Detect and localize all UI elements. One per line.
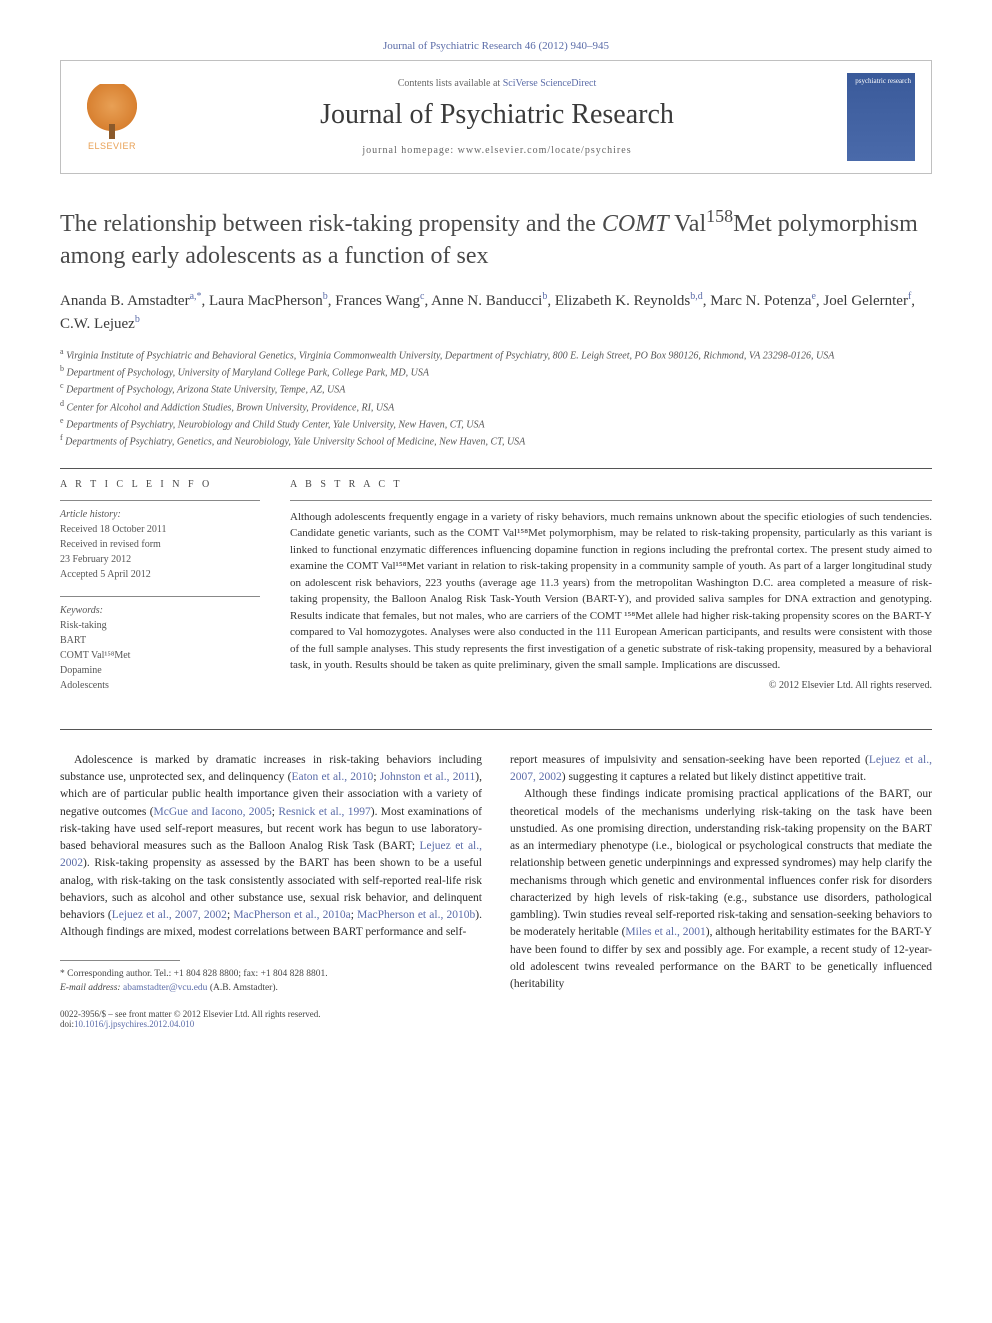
info-abstract-row: A R T I C L E I N F O Article history: R… [60,479,932,707]
footnotes: * Corresponding author. Tel.: +1 804 828… [60,967,482,996]
corresponding-author: * Corresponding author. Tel.: +1 804 828… [60,967,482,981]
article-info-heading: A R T I C L E I N F O [60,479,260,490]
masthead-center: Contents lists available at SciVerse Sci… [163,78,831,156]
keywords-block: Keywords: Risk-taking BART COMT Val¹⁵⁸Met D… [60,596,260,693]
body-paragraph: report measures of impulsivity and sensa… [510,752,932,787]
keyword: Adolescents [60,680,109,691]
author: Marc N. Potenzae [710,293,816,309]
body-divider [60,729,932,730]
abstract-heading: A B S T R A C T [290,479,932,490]
citation-link[interactable]: McGue and Iacono, 2005 [154,806,272,818]
homepage-url: www.elsevier.com/locate/psychires [458,145,632,156]
keyword: BART [60,635,86,646]
body-column-right: report measures of impulsivity and sensa… [510,752,932,995]
email-link[interactable]: abamstadter@vcu.edu [123,983,207,993]
sciencedirect-link[interactable]: SciVerse ScienceDirect [503,78,597,89]
body-paragraph: Although these findings indicate promisi… [510,786,932,993]
page-footer: 0022-3956/$ – see front matter © 2012 El… [60,1009,932,1029]
keyword: COMT Val¹⁵⁸Met [60,650,130,661]
contents-available-line: Contents lists available at SciVerse Sci… [163,78,831,89]
journal-cover-thumbnail: psychiatric research [847,73,915,161]
author: Elizabeth K. Reynoldsb,d [555,293,703,309]
affiliation-list: a Virginia Institute of Psychiatric and … [60,346,932,450]
abstract-column: A B S T R A C T Although adolescents fre… [290,479,932,707]
affiliation: a Virginia Institute of Psychiatric and … [60,346,932,363]
abstract-text: Although adolescents frequently engage i… [290,500,932,674]
history-line: Accepted 5 April 2012 [60,569,151,580]
elsevier-label: ELSEVIER [88,141,136,151]
body-text: Adolescence is marked by dramatic increa… [60,752,932,995]
email-line: E-mail address: abamstadter@vcu.edu (A.B… [60,981,482,995]
journal-name: Journal of Psychiatric Research [163,99,831,131]
citation-line: Journal of Psychiatric Research 46 (2012… [60,40,932,52]
cover-label: psychiatric research [855,77,911,85]
contents-prefix: Contents lists available at [398,78,503,89]
keyword: Dopamine [60,665,102,676]
footnote-rule [60,960,180,961]
keywords-label: Keywords: [60,605,103,616]
issn-line: 0022-3956/$ – see front matter © 2012 El… [60,1009,321,1019]
footer-left: 0022-3956/$ – see front matter © 2012 El… [60,1009,321,1029]
author: Anne N. Banduccib [431,293,547,309]
history-label: Article history: [60,509,121,520]
citation-link[interactable]: MacPherson et al., 2010b [357,909,475,921]
page-container: Journal of Psychiatric Research 46 (2012… [0,0,992,1069]
author: Laura MacPhersonb [209,293,328,309]
article-history-block: Article history: Received 18 October 201… [60,500,260,582]
citation-link[interactable]: Miles et al., 2001 [625,926,705,938]
author: Joel Gelernterf [823,293,911,309]
journal-masthead: ELSEVIER Contents lists available at Sci… [60,60,932,174]
citation-link[interactable]: Eaton et al., 2010 [291,771,373,783]
divider [60,468,932,469]
author: C.W. Lejuezb [60,316,140,332]
author-list: Ananda B. Amstadtera,*, Laura MacPherson… [60,289,932,336]
homepage-prefix: journal homepage: [362,145,457,156]
author: Frances Wangc [335,293,424,309]
article-info-column: A R T I C L E I N F O Article history: R… [60,479,260,707]
elsevier-tree-icon [87,84,137,139]
keyword: Risk-taking [60,620,107,631]
affiliation: d Center for Alcohol and Addiction Studi… [60,398,932,415]
author: Ananda B. Amstadtera,* [60,293,202,309]
elsevier-logo: ELSEVIER [77,77,147,157]
citation-link[interactable]: Resnick et al., 1997 [278,806,370,818]
citation-link[interactable]: Johnston et al., 2011 [380,771,476,783]
history-line: Received 18 October 2011 [60,524,167,535]
affiliation: e Departments of Psychiatry, Neurobiolog… [60,415,932,432]
abstract-copyright: © 2012 Elsevier Ltd. All rights reserved… [290,680,932,691]
history-line: Received in revised form [60,539,161,550]
history-line: 23 February 2012 [60,554,131,565]
doi-line: doi:10.1016/j.jpsychires.2012.04.010 [60,1019,321,1029]
affiliation: c Department of Psychology, Arizona Stat… [60,380,932,397]
body-column-left: Adolescence is marked by dramatic increa… [60,752,482,995]
doi-link[interactable]: 10.1016/j.jpsychires.2012.04.010 [74,1019,194,1029]
affiliation: f Departments of Psychiatry, Genetics, a… [60,432,932,449]
citation-link[interactable]: MacPherson et al., 2010a [233,909,350,921]
citation-link[interactable]: Lejuez et al., 2007, 2002 [112,909,227,921]
affiliation: b Department of Psychology, University o… [60,363,932,380]
article-title: The relationship between risk-taking pro… [60,204,932,273]
body-paragraph: Adolescence is marked by dramatic increa… [60,752,482,942]
homepage-line: journal homepage: www.elsevier.com/locat… [163,145,831,156]
